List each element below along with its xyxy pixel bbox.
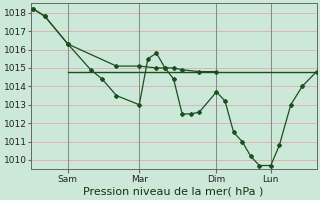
X-axis label: Pression niveau de la mer( hPa ): Pression niveau de la mer( hPa ): [84, 187, 264, 197]
